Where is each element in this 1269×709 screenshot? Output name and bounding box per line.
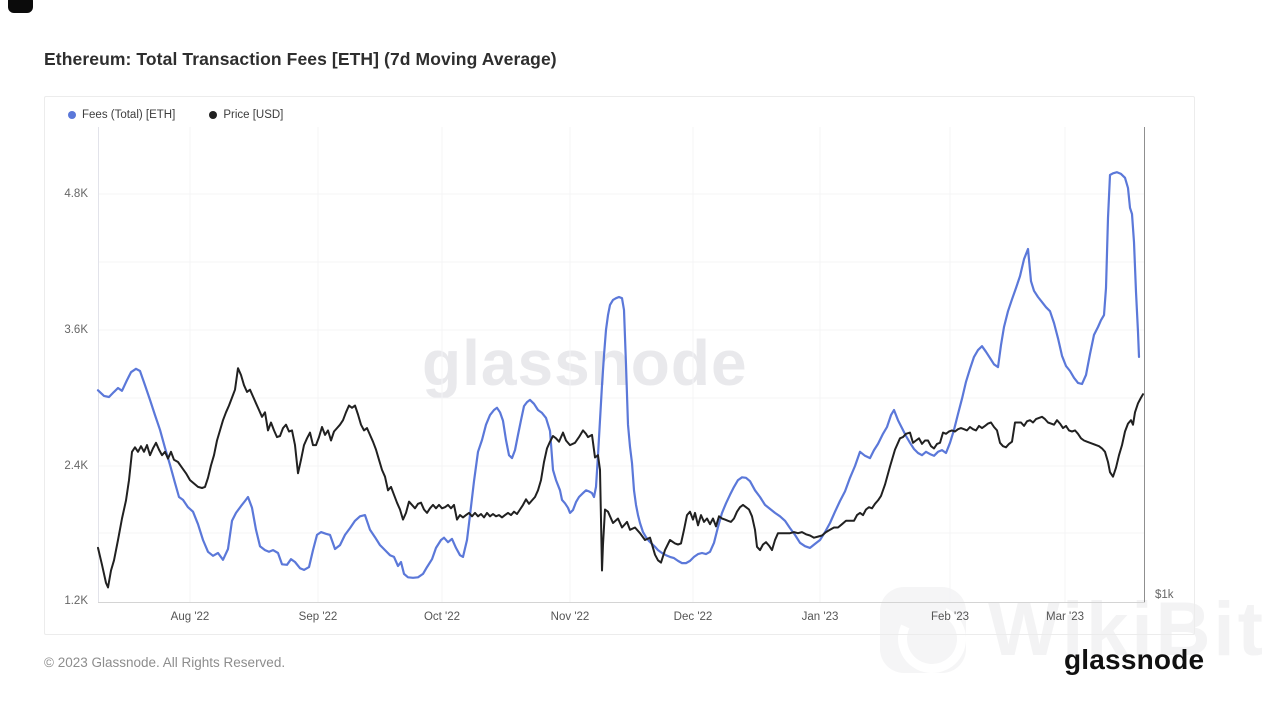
x-axis-tick-label: Aug '22: [170, 611, 210, 623]
y-axis-tick-label: 4.8K: [64, 188, 88, 200]
x-axis-tick-label: Nov '22: [550, 611, 590, 623]
x-axis-tick-label: Jan '23: [801, 611, 839, 623]
y-axis-tick-label: 3.6K: [64, 324, 88, 336]
window-corner-artifact: [8, 0, 33, 13]
copyright-text: © 2023 Glassnode. All Rights Reserved.: [44, 655, 286, 670]
x-axis-tick-label: Oct '22: [423, 611, 461, 623]
y-axis-right-label: $1k: [1155, 589, 1174, 601]
wikibit-watermark: WikiBit: [880, 586, 1266, 673]
glassnode-watermark: glassnode: [422, 327, 748, 399]
wikibit-logo-icon: [880, 586, 966, 673]
y-axis-tick-label: 2.4K: [64, 460, 88, 472]
x-axis-tick-label: Sep '22: [298, 611, 338, 623]
legend-item-fees[interactable]: Fees (Total) [ETH]: [68, 109, 175, 121]
wikibit-watermark-text: WikiBit: [988, 587, 1266, 672]
y-axis-tick-label: 1.2K: [64, 595, 88, 607]
chart-plot-area[interactable]: [96, 127, 1145, 603]
glassnode-logo: glassnode: [1064, 644, 1205, 675]
legend-dot-icon: [68, 111, 76, 119]
chart-card: [44, 96, 1195, 635]
series-line-fees: [96, 171, 1141, 579]
x-axis-tick-label: Mar '23: [1046, 611, 1084, 623]
chart-legend: Fees (Total) [ETH] Price [USD]: [68, 109, 283, 121]
legend-dot-icon: [209, 111, 218, 119]
legend-item-price[interactable]: Price [USD]: [209, 109, 283, 121]
page-title: Ethereum: Total Transaction Fees [ETH] (…: [44, 49, 557, 69]
x-axis-tick-label: Feb '23: [931, 611, 969, 623]
legend-label: Price [USD]: [223, 109, 284, 121]
x-axis-tick-label: Dec '22: [673, 611, 713, 623]
legend-label: Fees (Total) [ETH]: [82, 109, 176, 121]
series-line-price: [97, 367, 1144, 589]
